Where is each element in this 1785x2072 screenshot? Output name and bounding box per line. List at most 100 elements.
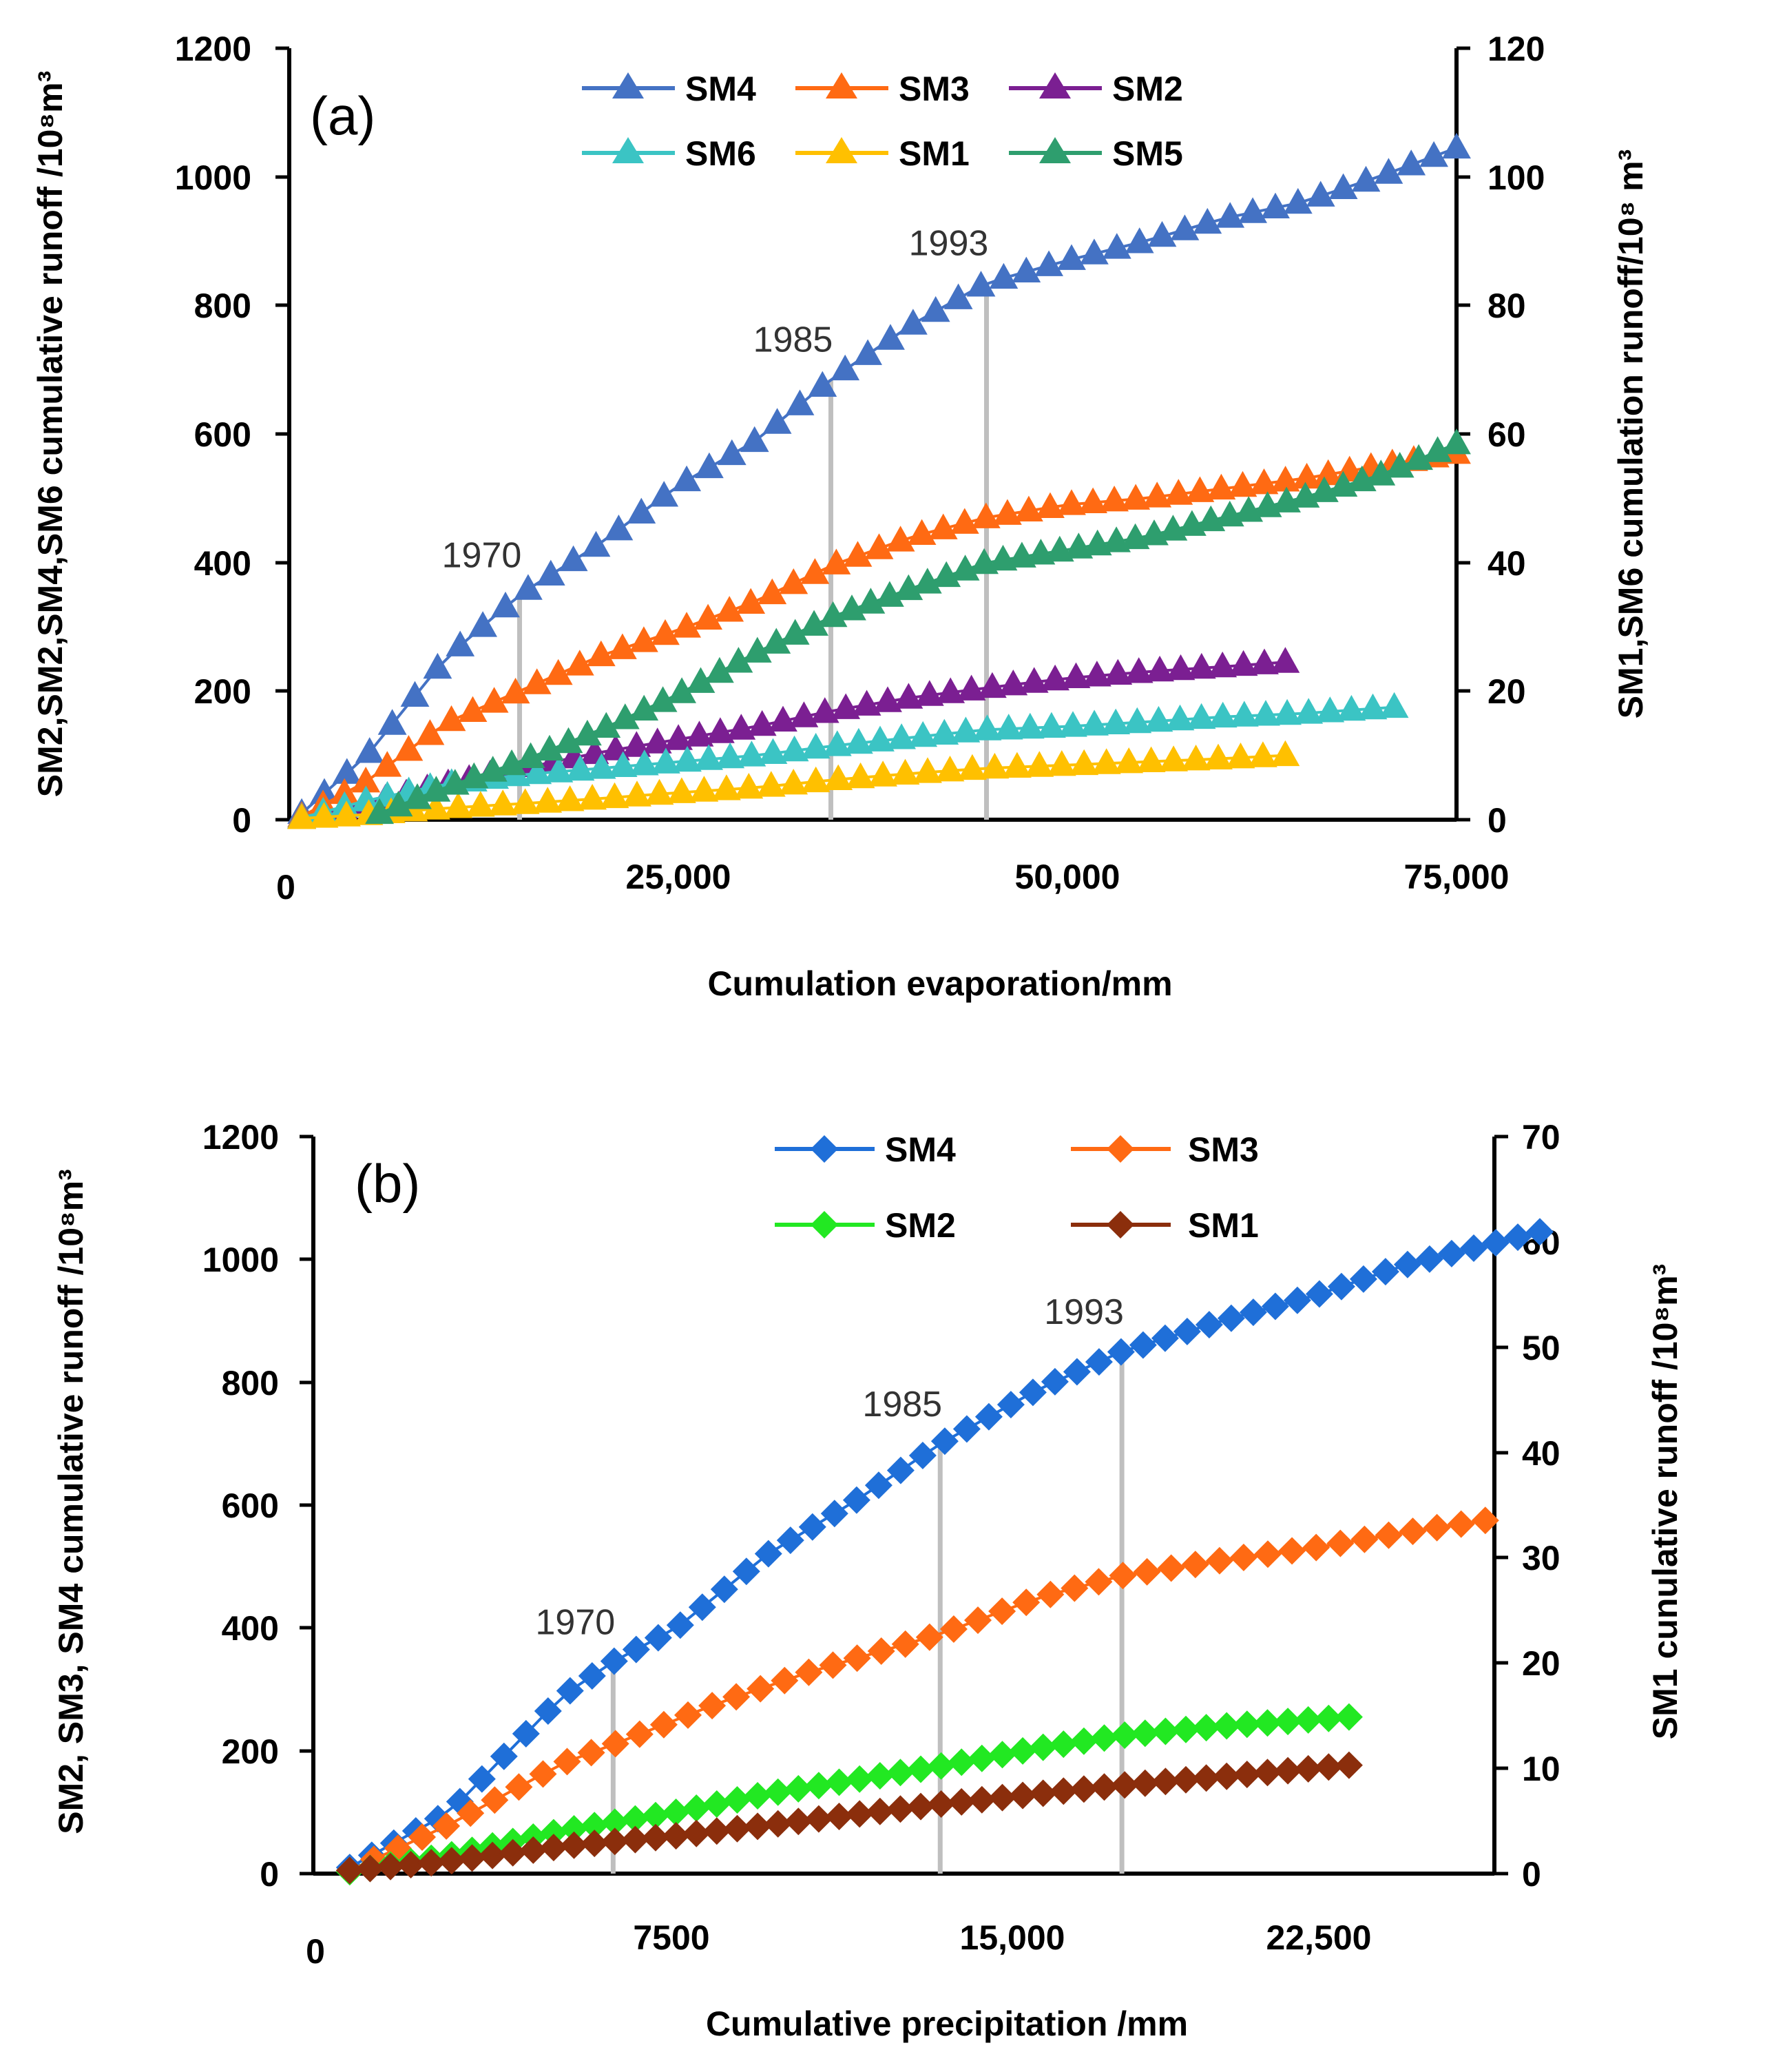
panel-a-year-label-1993: 1993 [909,224,989,264]
series-b-sm1-point-6 [458,1844,486,1872]
series-b-sm2-point-33 [1009,1737,1037,1765]
series-a-sm1-point-12 [555,785,585,811]
series-a-sm4-point-16 [649,481,679,507]
series-a-sm5-point-29 [912,568,942,594]
series-a-sm1-point-30 [958,754,987,780]
series-a-sm5-point-14 [629,694,659,721]
series-a-sm4-point-39 [1170,214,1200,240]
series-a-sm5-point-53 [1366,459,1396,486]
series-b-sm4-point-17 [710,1575,738,1604]
legend-a-sm1-marker [826,137,857,163]
series-b-sm3-point-9 [553,1748,581,1776]
series-a-sm4-point-48 [1374,158,1403,184]
series-b-sm4-point-38 [1173,1318,1201,1345]
series-b-sm1-point-1 [356,1854,384,1883]
panel-a-ytick-left-4: 800 [194,287,251,325]
series-a-sm5-point-10 [554,727,583,754]
series-a-sm1-point-6 [421,794,450,820]
series-b-sm4-point-10 [556,1677,584,1705]
series-a-sm4-point-32 [1012,256,1041,282]
series-a-sm1-point-38 [1136,746,1166,772]
series-b-sm4-point-51 [1460,1234,1488,1262]
series-a-sm3-point-18 [672,612,701,638]
series-b-sm3-point-22 [867,1637,895,1665]
panel-b-ytick-right-4: 40 [1522,1434,1560,1473]
series-a-sm4-point-6 [423,652,452,679]
series-b-sm3-point-24 [915,1623,943,1651]
series-a-sm3-point-30 [928,513,958,539]
series-a-sm4-point-1 [310,778,339,804]
series-a-sm3-point-34 [1014,495,1043,521]
series-b-sm1-point-40 [1151,1768,1180,1796]
series-b-sm3-point-40 [1302,1533,1330,1562]
series-b-sm4-point-53 [1504,1223,1532,1252]
series-b-sm1-point-3 [397,1851,425,1878]
series-a-sm6-point-22 [758,738,788,764]
legend-a-sm6: SM6 [582,134,756,173]
series-b-sm3-point-44 [1399,1517,1427,1546]
series-b-sm1-point-24 [825,1803,853,1830]
legend-b-sm3-label: SM3 [1188,1130,1259,1169]
series-b-sm1-point-29 [927,1790,955,1818]
series-b-sm1-point-35 [1050,1777,1078,1805]
panel-a-ytick-right-2: 40 [1488,544,1526,583]
series-a-sm1-point-41 [1204,743,1233,769]
series-a-sm3-point-41 [1164,479,1193,505]
series-a-sm5-point-6 [478,756,508,782]
series-a-sm3-point-36 [1057,489,1086,515]
series-b-sm1-point-34 [1029,1779,1057,1807]
series-a-sm6-point-11 [523,758,552,785]
series-b-sm1-point-44 [1233,1761,1261,1788]
legend-b-sm4: SM4 [775,1130,956,1169]
series-b-sm1-point-10 [539,1834,567,1862]
panel-b-ytick-left-0: 0 [260,1855,279,1894]
series-a-sm5-point-56 [1423,436,1452,462]
legend-a-sm1: SM1 [795,134,970,173]
series-b-sm3-point-41 [1326,1529,1355,1557]
series-b-sm4-point-39 [1195,1311,1223,1339]
series-a-sm5-point-23 [800,610,828,636]
legend-a-sm2-marker [1039,72,1071,99]
series-a-sm4-point-10 [514,574,543,600]
series-a-sm2-point-17 [643,727,672,754]
series-a-sm1-point-14 [600,782,629,809]
series-a-sm3-point-42 [1185,476,1215,502]
series-b-sm4-point-29 [974,1402,1003,1431]
panel-b-ytick-left-5: 1000 [202,1241,279,1279]
series-a-sm3-point-11 [522,668,552,694]
series-b-sm4-point-34 [1085,1348,1113,1376]
series-a-sm4-point-13 [581,530,611,557]
series-a-sm6-point-28 [887,723,916,749]
series-b-sm4-point-23 [842,1486,870,1514]
series-b-sm3-point-15 [698,1692,727,1720]
series-a-sm5-point-55 [1404,444,1433,470]
series-b-sm3-point-28 [1012,1588,1041,1617]
series-b-sm1-point-0 [335,1856,364,1885]
series-a-sm6-point-3 [351,785,381,811]
series-a-sm5-point-3 [421,776,451,802]
series-a-sm1-point-10 [510,788,540,814]
series-b-sm2-point-16 [662,1799,690,1826]
series-b-sm3 [335,1506,1499,1885]
series-a-sm2-point-46 [1250,648,1279,674]
series-a-sm1-point-1 [309,802,339,828]
series-b-sm1-point-47 [1294,1754,1322,1783]
series-a-sm1-point-20 [734,773,764,799]
series-a-sm1 [287,740,1300,829]
series-b-sm4-point-7 [490,1742,518,1770]
series-b-sm1-point-4 [417,1849,446,1877]
series-b-sm1-point-28 [907,1792,935,1821]
series-b-sm2-point-31 [968,1744,996,1772]
series-b-sm3-point-27 [988,1597,1016,1626]
series-a-sm5-point-17 [686,667,716,693]
series-a-sm1-point-15 [623,780,651,807]
series-b-sm1-point-18 [702,1817,731,1845]
series-b-sm4-point-48 [1393,1250,1421,1278]
series-a-sm3-point-21 [736,588,766,614]
series-a-sm1-point-33 [1025,751,1054,777]
series-a-sm3-point-22 [758,578,787,605]
legend-b-sm2: SM2 [775,1206,956,1245]
panel-b-right-ticks: 0 10 20 30 40 50 60 70 [1494,1118,1560,1894]
series-a-sm3-point-4 [373,751,402,777]
series-b-sm2-point-35 [1050,1730,1078,1759]
